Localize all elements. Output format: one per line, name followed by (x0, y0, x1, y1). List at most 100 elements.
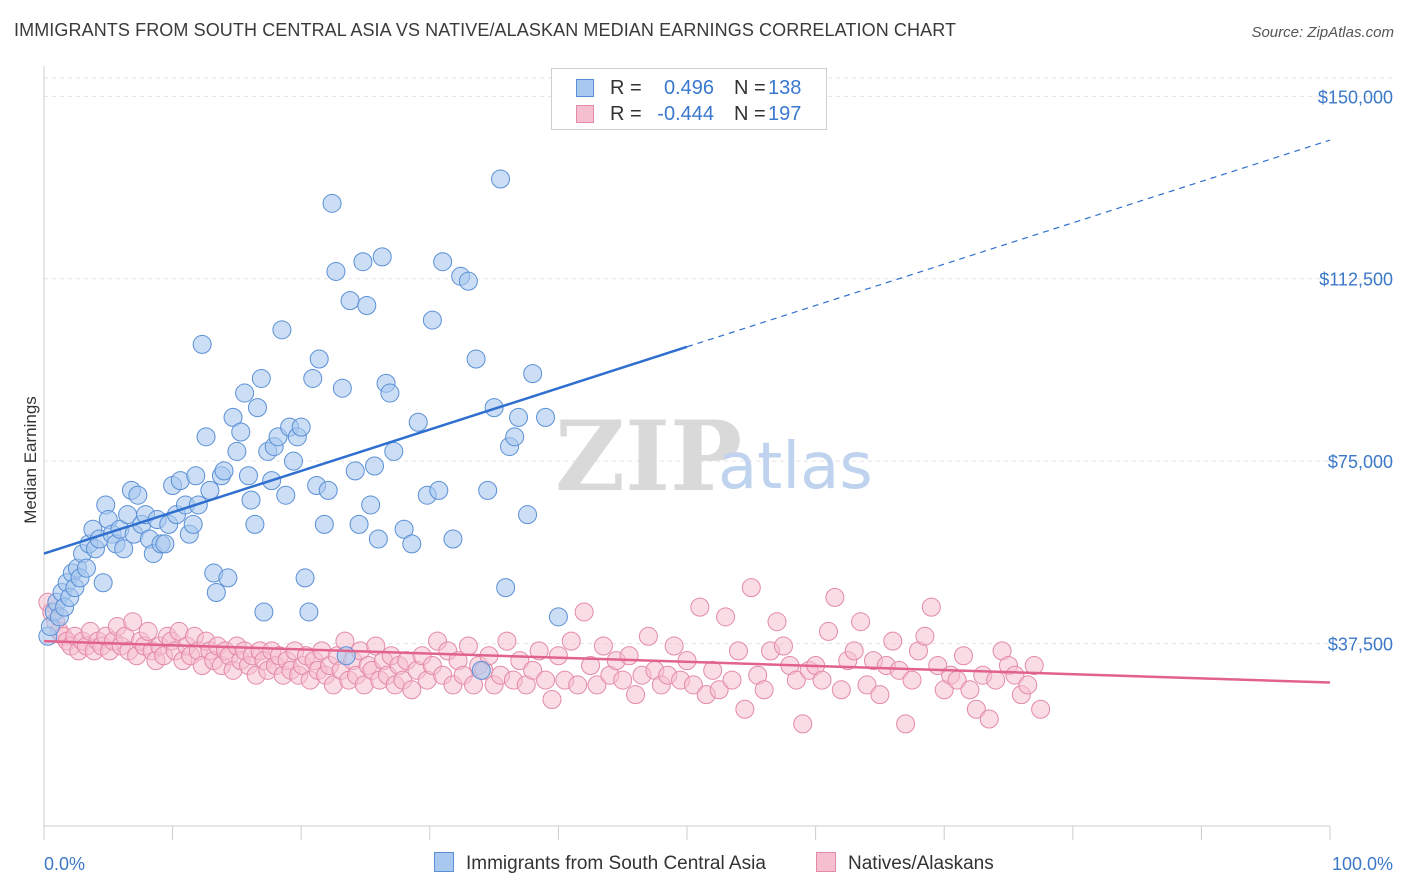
blue-point (291, 417, 311, 437)
pink-point (568, 675, 588, 695)
pink-point (529, 641, 549, 661)
legend-n-value: 197 (768, 103, 802, 125)
blue-point (192, 334, 212, 354)
pink-point (458, 636, 478, 656)
blue-point (349, 514, 369, 534)
blue-point (238, 466, 258, 486)
pink-point (812, 670, 832, 690)
pink-points (38, 578, 1051, 734)
blue-point (402, 534, 422, 554)
y-axis-title: Median Earnings (21, 396, 40, 524)
pink-point (979, 709, 999, 729)
blue-point (326, 261, 346, 281)
series-legend: Immigrants from South Central Asia Nativ… (0, 852, 1406, 876)
blue-point (155, 534, 175, 554)
blue-point (299, 602, 319, 622)
blue-point (345, 461, 365, 481)
pink-point (728, 641, 748, 661)
pink-point (497, 631, 517, 651)
chart-title: IMMIGRANTS FROM SOUTH CENTRAL ASIA VS NA… (14, 20, 957, 40)
pink-point (741, 578, 761, 598)
legend-item-pink: Natives/Alaskans (816, 852, 994, 875)
blue-point (206, 583, 226, 603)
axes (43, 66, 1331, 840)
blue-point (318, 480, 338, 500)
pink-point (664, 636, 684, 656)
grid-lines (44, 77, 1396, 645)
pink-point (638, 626, 658, 646)
y-tick-labels: $37,500 $75,000 $112,500 $150,000 (1318, 87, 1393, 654)
blue-point (76, 558, 96, 578)
pink-point (138, 621, 158, 641)
blue-point (251, 368, 271, 388)
y-tick-label: $37,500 (1328, 635, 1393, 655)
blue-point (93, 573, 113, 593)
x-tick-label: 100.0% (1332, 854, 1393, 874)
legend-n-label: N = (734, 103, 766, 125)
watermark-atlas: atlas (718, 430, 873, 504)
pink-point (561, 631, 581, 651)
pink-point (735, 699, 755, 719)
blue-trend-line (43, 345, 688, 555)
pink-point (896, 714, 916, 734)
pink-point (966, 699, 986, 719)
blue-point (458, 271, 478, 291)
blue-point (548, 607, 568, 627)
blue-point (314, 514, 334, 534)
blue-point (433, 252, 453, 272)
x-tick-label: 0.0% (44, 854, 85, 874)
blue-point (365, 456, 385, 476)
pink-point (767, 612, 787, 632)
blue-point (114, 539, 134, 559)
pink-point (523, 660, 543, 680)
blue-point (183, 514, 203, 534)
chart-source: Source: ZipAtlas.com (1251, 24, 1394, 41)
legend-r-label: R = (610, 103, 642, 125)
pink-point (613, 670, 633, 690)
pink-trend-line (43, 639, 1331, 684)
blue-point (518, 505, 538, 525)
legend-label-pink: Natives/Alaskans (848, 853, 994, 874)
blue-point (128, 485, 148, 505)
pink-point (902, 670, 922, 690)
legend-r-value: -0.444 (657, 103, 714, 125)
pink-point (1024, 655, 1044, 675)
blue-point (254, 602, 274, 622)
legend-item-blue: Immigrants from South Central Asia (434, 852, 766, 875)
pink-point (754, 680, 774, 700)
blue-point (283, 451, 303, 471)
y-tick-label: $150,000 (1318, 87, 1393, 107)
blue-point (422, 310, 442, 330)
pink-point (548, 646, 568, 666)
pink-point (587, 675, 607, 695)
pink-point (825, 587, 845, 607)
blue-point (505, 427, 525, 447)
blue-point (276, 485, 296, 505)
pink-point (793, 714, 813, 734)
blue-point (361, 495, 381, 515)
pink-point (716, 607, 736, 627)
x-tick-labels: 0.0% 100.0% (44, 854, 1393, 874)
blue-point (247, 398, 267, 418)
pink-point (953, 646, 973, 666)
blue-point (408, 412, 428, 432)
legend-row-blue: R = 0.496 N = 138 (552, 75, 826, 103)
pink-point (123, 612, 143, 632)
blue-point (353, 252, 373, 272)
legend-row-pink: R = -0.444 N = 197 (552, 101, 826, 129)
pink-point (709, 680, 729, 700)
blue-point (384, 441, 404, 461)
blue-point (357, 295, 377, 315)
pink-point (921, 597, 941, 617)
pink-point (1005, 665, 1025, 685)
legend-n-label: N = (734, 77, 766, 99)
pink-point (683, 675, 703, 695)
watermark-zip: ZIP (555, 400, 742, 513)
blue-point (186, 466, 206, 486)
blue-point (368, 529, 388, 549)
legend-r-label: R = (610, 77, 642, 99)
y-tick-label: $75,000 (1328, 452, 1393, 472)
pink-point (574, 602, 594, 622)
pink-point (1031, 699, 1051, 719)
blue-point (372, 247, 392, 267)
